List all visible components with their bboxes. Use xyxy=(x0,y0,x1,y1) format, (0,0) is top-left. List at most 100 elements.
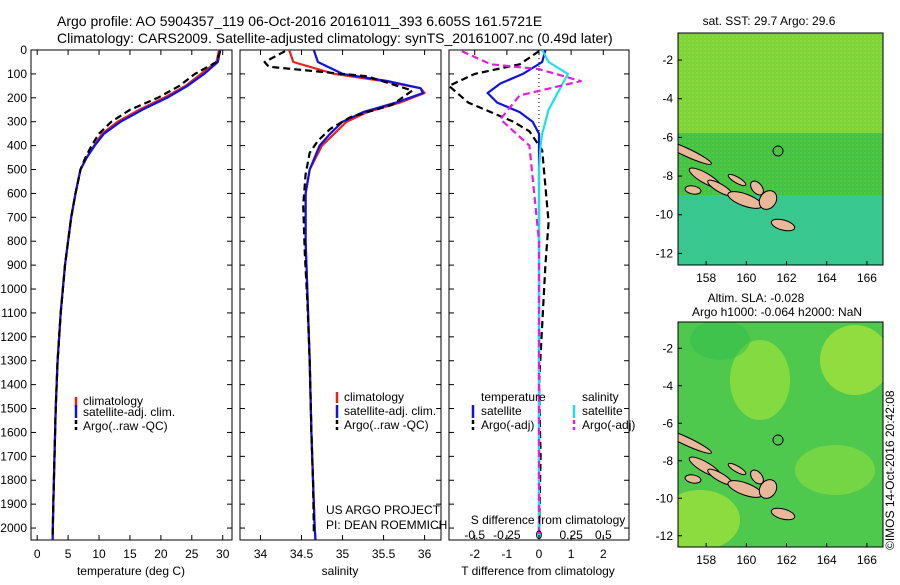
map-x-tick-label: 160 xyxy=(736,271,756,285)
header-line1: Argo profile: AO 5904357_119 06-Oct-2016… xyxy=(57,13,542,29)
series-line xyxy=(51,50,222,540)
depth-tick-label: 1600 xyxy=(0,425,27,439)
map-y-tick-label: -10 xyxy=(656,491,674,505)
map-y-tick-label: -6 xyxy=(662,130,673,144)
depth-tick-label: 1500 xyxy=(0,402,27,416)
series-line xyxy=(486,50,547,540)
legend-climatology: climatology xyxy=(344,390,404,404)
depth-tick-label: 1000 xyxy=(0,282,27,296)
salinity-legend: climatology satellite-adj. clim. Argo(..… xyxy=(326,390,447,532)
x-tick-label: 0 xyxy=(34,547,41,561)
depth-tick-labels: 0 100 200 300 400 500 600 700 800 900 1000 1100 1200… xyxy=(0,43,629,535)
island xyxy=(684,474,702,484)
argo-location-marker xyxy=(772,145,784,157)
legend-t-argo: Argo(-adj) xyxy=(481,418,534,432)
x-tick-label: 15 xyxy=(123,547,137,561)
x-tick-label: 20 xyxy=(154,547,168,561)
temperature-series xyxy=(51,50,222,540)
map-x-tick-label: 158 xyxy=(696,553,716,567)
legend-s-argo: Argo(-adj) xyxy=(582,418,635,432)
map-y-tick-label: -8 xyxy=(662,454,673,468)
island xyxy=(758,190,778,210)
map-x-tick-label: 160 xyxy=(736,553,756,567)
series-line xyxy=(288,50,426,540)
map-x-tick-label: 166 xyxy=(857,271,877,285)
temperature-x-ticks: 0 5 10 15 20 25 30 xyxy=(34,50,230,561)
sla-map xyxy=(678,322,883,547)
map-x-tick-label: 162 xyxy=(777,271,797,285)
x-tick-label: 25 xyxy=(185,547,199,561)
x-tick-label: 35 xyxy=(336,547,350,561)
map-y-tick-label: -4 xyxy=(662,92,673,106)
map-x-tick-label: 164 xyxy=(817,271,837,285)
land-masses xyxy=(678,428,796,521)
temperature-panel xyxy=(30,49,233,541)
map-x-tick-label: 158 xyxy=(696,271,716,285)
x-tick-label: 2 xyxy=(600,547,607,561)
island xyxy=(678,428,712,454)
depth-tick-label: 1900 xyxy=(0,497,27,511)
island xyxy=(770,218,796,232)
map-y-tick-label: -2 xyxy=(662,341,673,355)
land-masses xyxy=(678,139,796,232)
depth-tick-label: 2000 xyxy=(0,521,27,535)
legend-temperature-heading: temperature xyxy=(481,390,546,404)
x-tick-label: 5 xyxy=(65,547,72,561)
temperature-axis-label: temperature (deg C) xyxy=(77,564,185,578)
x-tick-label: 34 xyxy=(254,547,268,561)
map-y-tick-label: -12 xyxy=(656,246,674,260)
map-y-tick-label: -4 xyxy=(662,379,673,393)
difference-legend: temperature satellite Argo(-adj) salinit… xyxy=(471,390,635,432)
legend-satellite: satellite-adj. clim. xyxy=(344,404,436,418)
sst-map-title: sat. SST: 29.7 Argo: 29.6 xyxy=(703,14,836,28)
legend-argo: Argo(..raw -QC) xyxy=(83,419,168,433)
island xyxy=(727,462,747,476)
x-tick-label: 35.5 xyxy=(372,547,396,561)
map-y-tick-label: -12 xyxy=(656,529,674,543)
island xyxy=(770,507,796,521)
series-line xyxy=(51,50,221,540)
depth-tick-label: 1700 xyxy=(0,449,27,463)
x-tick-label: -1 xyxy=(502,547,513,561)
s-tick-label: 0 xyxy=(536,528,543,542)
map-x-tick-label: 166 xyxy=(857,553,877,567)
depth-tick-label: 700 xyxy=(7,210,27,224)
depth-tick-label: 1100 xyxy=(1,306,27,320)
island xyxy=(758,479,778,499)
imos-footer: ©IMOS 14-Oct-2016 20:42:08 xyxy=(883,390,897,550)
legend-climatology: climatology xyxy=(83,394,143,408)
series-line xyxy=(304,50,425,540)
island xyxy=(750,180,764,196)
pi-label: PI: DEAN ROEMMICH xyxy=(326,518,447,532)
x-tick-label: 1 xyxy=(568,547,575,561)
legend-s-satellite: satellite xyxy=(582,404,623,418)
depth-tick-label: 600 xyxy=(7,186,27,200)
x-tick-label: 0 xyxy=(536,547,543,561)
salinity-series xyxy=(263,50,426,540)
depth-tick-label: 1200 xyxy=(0,330,27,344)
map-y-tick-label: -10 xyxy=(656,208,674,222)
series-line xyxy=(461,50,582,536)
legend-salinity-heading: salinity xyxy=(582,390,619,404)
map-y-tick-label: -8 xyxy=(662,169,673,183)
sla-map-title-2: Argo h1000: -0.064 h2000: NaN xyxy=(692,305,862,319)
depth-tick-label: 500 xyxy=(7,163,27,177)
s-tick-label: -0.5 xyxy=(464,528,485,542)
legend-t-satellite: satellite xyxy=(481,404,522,418)
depth-tick-label: 400 xyxy=(7,139,27,153)
argo-location-marker xyxy=(772,434,784,446)
x-tick-label: 34.5 xyxy=(290,547,314,561)
difference-axis-label: T difference from climatology xyxy=(461,564,615,578)
depth-tick-label: 900 xyxy=(7,258,27,272)
depth-tick-label: 800 xyxy=(7,234,27,248)
salinity-axis-label: salinity xyxy=(322,564,359,578)
island xyxy=(727,173,747,187)
depth-tick-label: 300 xyxy=(7,115,27,129)
map-x-tick-label: 162 xyxy=(777,553,797,567)
map-y-tick-label: -2 xyxy=(662,53,673,67)
series-line xyxy=(263,50,414,536)
sst-map xyxy=(678,33,883,265)
island xyxy=(678,139,712,165)
